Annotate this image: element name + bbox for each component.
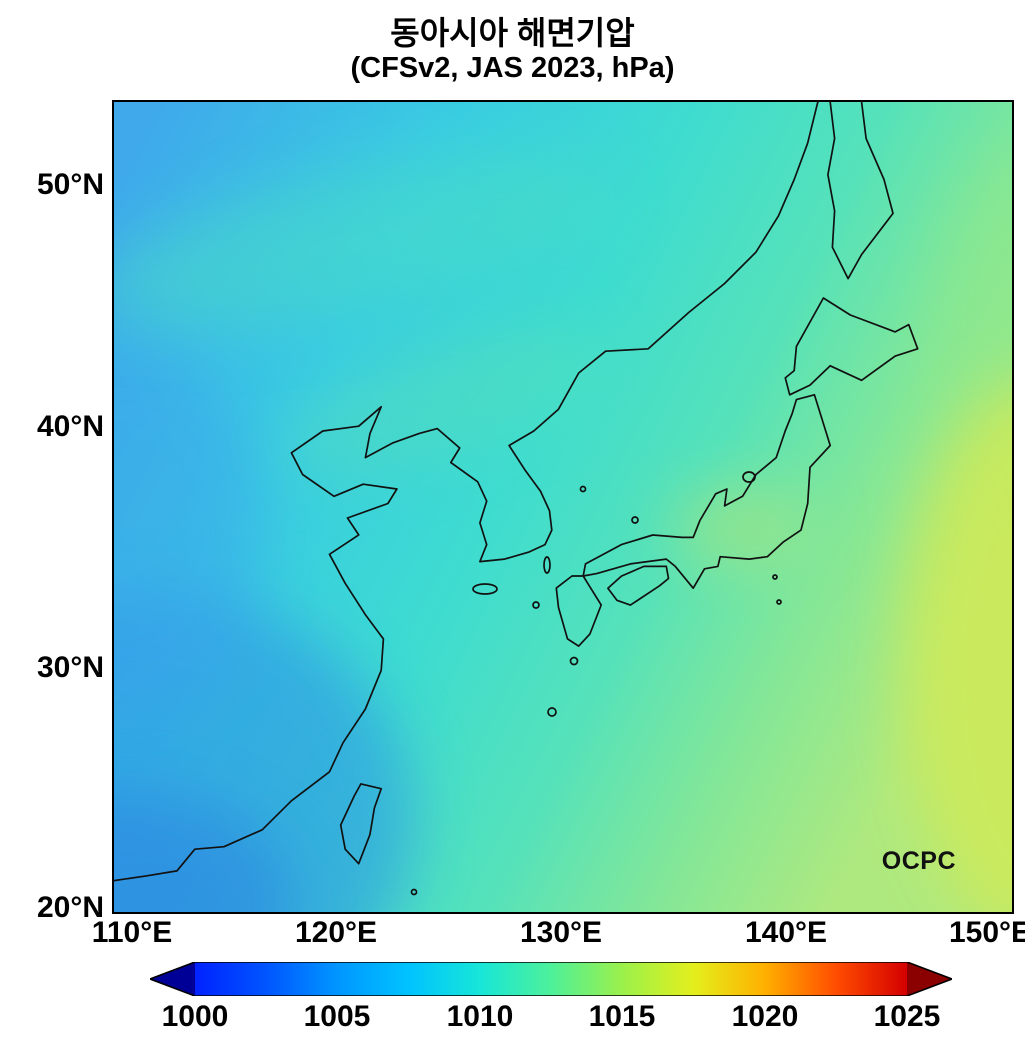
colorbar-tick-1020: 1020 (731, 1000, 799, 1033)
colorbar-tick-1005: 1005 (303, 1000, 371, 1033)
y-tick-40n: 40°N (36, 410, 104, 443)
coastline-china-korea-russia (114, 102, 819, 882)
y-tick-50n: 50°N (36, 168, 104, 201)
colorbar-over-arrow (907, 962, 952, 996)
colorbar-tick-1010: 1010 (446, 1000, 514, 1033)
colorbar-tick-1000: 1000 (161, 1000, 229, 1033)
colorbar-tick-1025: 1025 (873, 1000, 941, 1033)
coastline-taiwan (339, 783, 383, 865)
colorbar (150, 962, 952, 996)
colorbar-tick-1015: 1015 (588, 1000, 656, 1033)
watermark-ocpc: OCPC (881, 847, 956, 875)
x-tick-130e: 130°E (519, 916, 603, 949)
coastline-kyushu (555, 575, 603, 647)
x-tick-110e: 110°E (91, 916, 173, 949)
x-tick-140e: 140°E (744, 916, 828, 949)
y-tick-20n: 20°N (36, 891, 104, 924)
chart-title: 동아시아 해면기압 (390, 15, 635, 51)
chart-subtitle: (CFSv2, JAS 2023, hPa) (350, 52, 675, 84)
y-tick-30n: 30°N (36, 651, 104, 684)
colorbar-gradient (195, 962, 907, 996)
coastline-honshu (582, 393, 832, 590)
pressure-field-map (114, 102, 1012, 912)
colorbar-under-arrow (150, 962, 195, 996)
coastline-shikoku (607, 565, 670, 606)
x-tick-150e: 150°E (948, 916, 1025, 949)
map-plot-area: OCPC (112, 100, 1014, 914)
pressure-fill-patches (114, 153, 1012, 912)
x-tick-120e: 120°E (294, 916, 378, 949)
coastline-hokkaido (784, 297, 919, 396)
small-islands (410, 471, 782, 896)
coastline-sakhalin (827, 102, 894, 280)
